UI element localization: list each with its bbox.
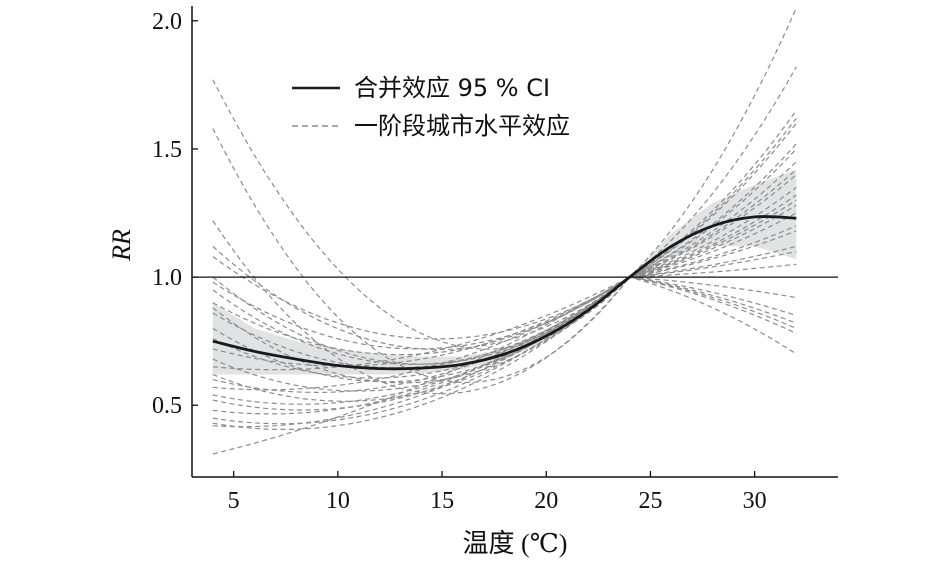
- y-tick-label: 1.0: [152, 265, 182, 291]
- city-curve-13: [212, 148, 797, 392]
- city-curve-9: [212, 122, 797, 369]
- ci-band: [212, 169, 797, 375]
- y-tick-label: 1.5: [152, 137, 182, 163]
- x-tick-label: 10: [326, 488, 350, 514]
- y-tick-label: 0.5: [152, 393, 182, 419]
- city-curve-7: [212, 66, 797, 366]
- city-curve-15: [212, 276, 797, 402]
- city-curve-23: [212, 117, 797, 428]
- x-tick-label: 25: [638, 488, 662, 514]
- y-tick-label: 2.0: [152, 9, 182, 35]
- city-curve-8: [212, 186, 797, 356]
- y-axis-label: RR: [107, 229, 136, 262]
- legend-pooled-label: 合并效应 95 % CI: [354, 74, 550, 102]
- axes: 5 10 15 20 25 30 0.5 1.0 1.5 2.0: [152, 6, 838, 514]
- x-tick-label: 15: [430, 488, 454, 514]
- city-curve-3: [212, 110, 797, 395]
- x-tick-label: 30: [743, 488, 767, 514]
- legend-city-label: 一阶段城市水平效应: [354, 112, 570, 140]
- city-curve-17: [212, 263, 797, 391]
- city-curve-26: [212, 225, 797, 384]
- city-curve-20: [212, 204, 797, 415]
- city-curve-19: [212, 276, 797, 411]
- city-curve-6: [212, 7, 797, 350]
- x-tick-label: 20: [534, 488, 558, 514]
- city-curve-1: [212, 79, 797, 350]
- city-curve-2: [212, 128, 797, 384]
- legend: 合并效应 95 % CI 一阶段城市水平效应: [292, 74, 570, 140]
- pooled-effect-curve: [212, 215, 797, 371]
- city-curve-22: [212, 276, 797, 430]
- plot-area: [192, 7, 838, 455]
- x-axis-label: 温度 (℃): [463, 529, 568, 558]
- city-curve-5: [212, 174, 797, 340]
- city-curve-25: [212, 276, 797, 365]
- city-curve-4: [212, 143, 797, 351]
- x-tick-label: 5: [228, 488, 240, 514]
- city-curve-14: [212, 230, 797, 371]
